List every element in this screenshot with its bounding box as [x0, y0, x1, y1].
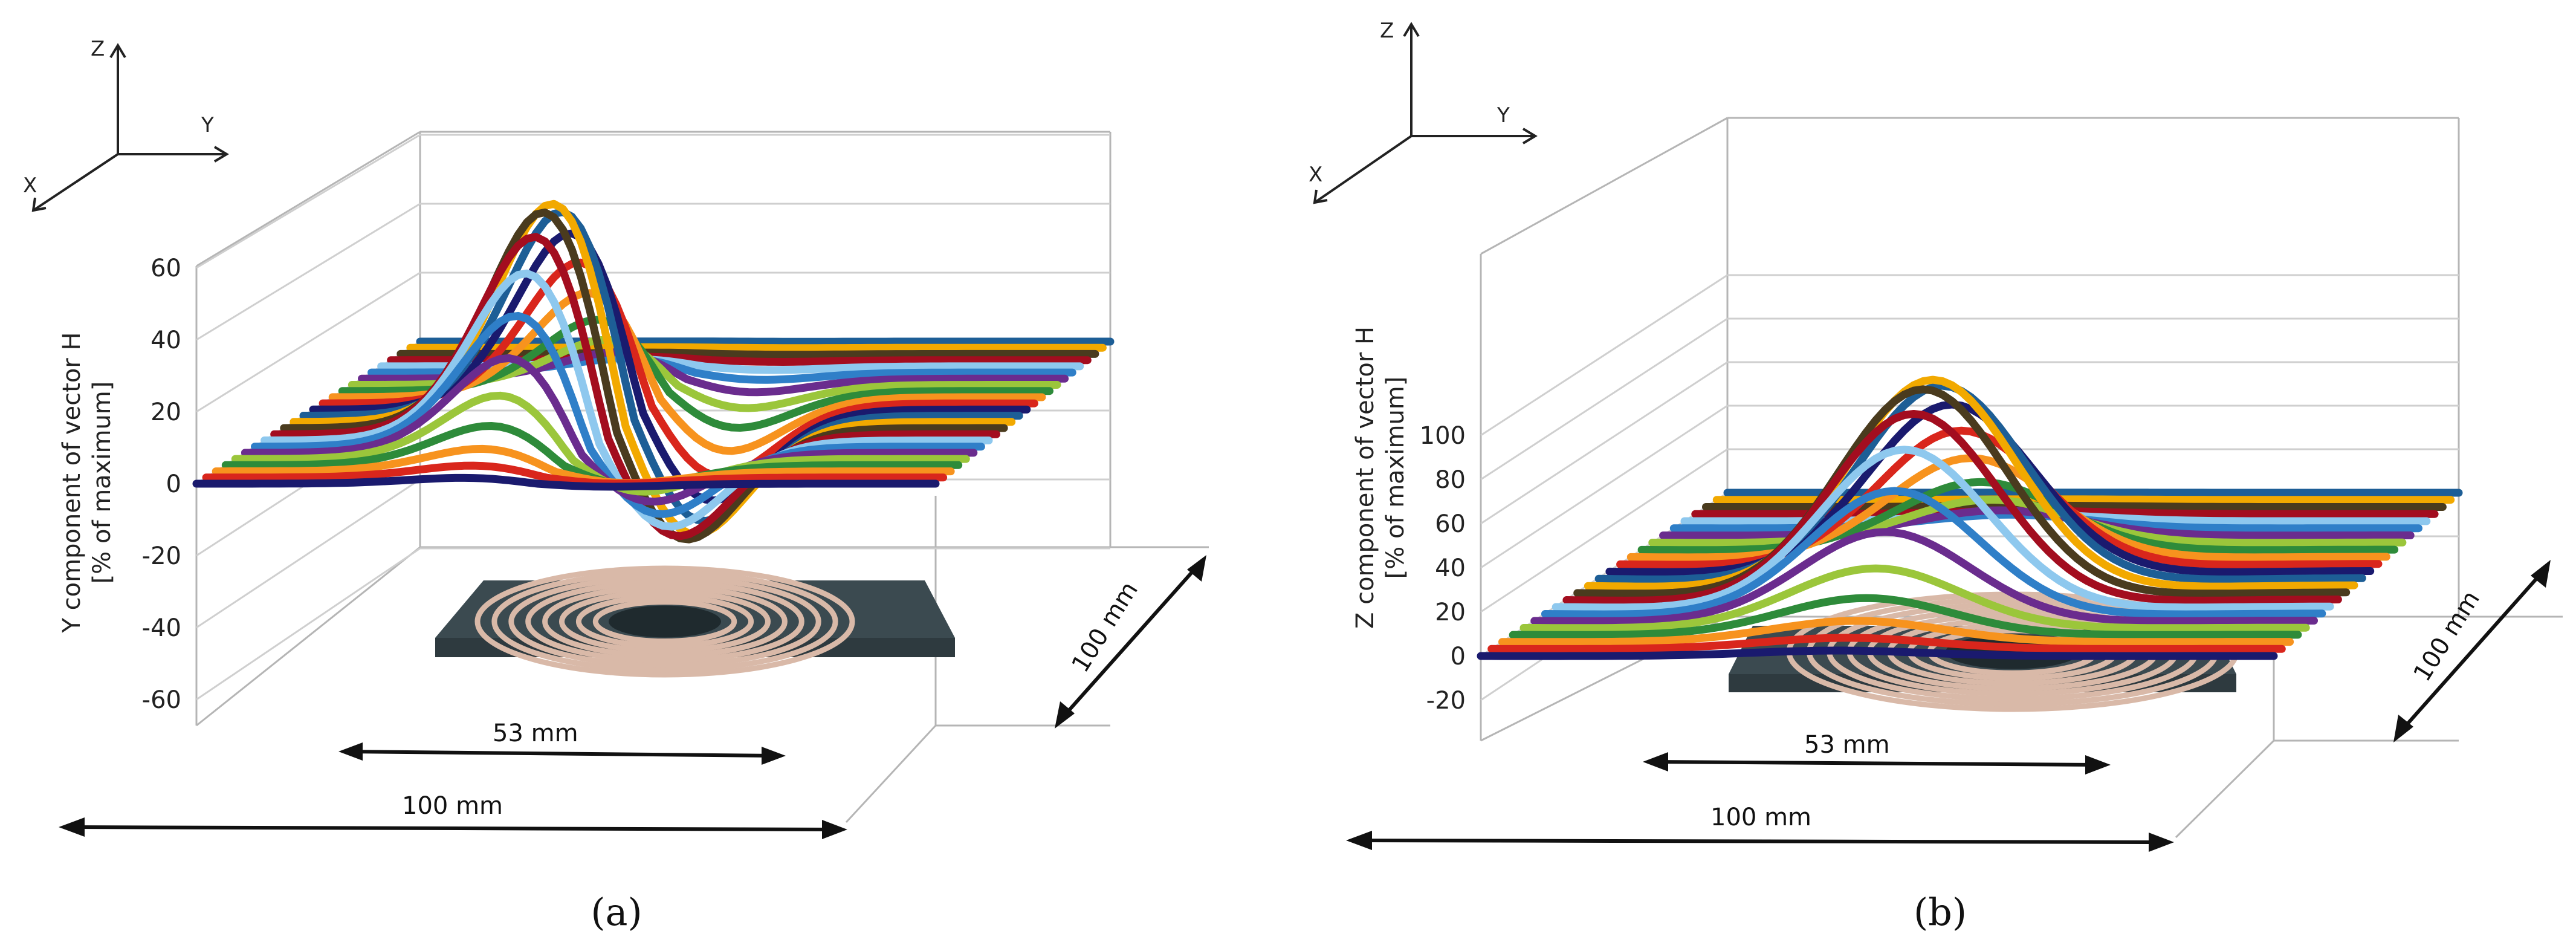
x-axis-label-a: X — [23, 174, 37, 198]
arrowhead — [1643, 752, 1668, 771]
grid-diagonal — [196, 479, 420, 628]
grid-diagonal — [1481, 319, 1727, 479]
z-tick-label: 60 — [150, 255, 181, 282]
y-axis-unit-a: [% of maximum] — [88, 382, 116, 584]
field-surface-a — [196, 204, 1110, 539]
grid-diagonal — [196, 204, 420, 340]
z-tick-label: 0 — [1451, 643, 1466, 671]
coil-center — [609, 606, 721, 638]
coil-width-label-a: 53 mm — [493, 719, 578, 747]
depth-label-a: 100 mm — [1066, 577, 1144, 677]
width-label-a: 100 mm — [402, 792, 503, 820]
x-axis-label-b: X — [1309, 163, 1322, 187]
panel-b: Z Y X 100 80 60 40 20 0 -20 — [1309, 19, 2563, 934]
z-tick-label: 60 — [1435, 510, 1466, 538]
depth-label-b: 100 mm — [2408, 586, 2485, 686]
y-axis-title-b: Z component of vector H — [1351, 326, 1379, 629]
depth-guides-b — [2176, 741, 2274, 837]
field-profile — [401, 352, 1095, 355]
coil-width-arrow-b — [1653, 762, 2100, 765]
arrowhead — [762, 747, 786, 765]
z-tick-label: -20 — [1426, 687, 1466, 715]
x-axis-arrow — [1315, 136, 1411, 203]
panel-a: Z Y X 60 40 20 0 -20 -40 -60 — [23, 37, 1209, 934]
coil-pad-a — [435, 568, 955, 675]
axis-indicator-a — [33, 45, 227, 210]
z-tick-label: 40 — [1435, 554, 1466, 582]
z-axis-label-b: Z — [1380, 19, 1394, 43]
x-axis-arrow — [33, 154, 118, 210]
z-ticks-a: 60 40 20 0 -20 -40 -60 — [142, 255, 181, 714]
z-tick-label: 20 — [1435, 599, 1466, 626]
z-tick-label: 0 — [166, 470, 181, 498]
z-tick-label: 80 — [1435, 466, 1466, 494]
z-tick-label: -20 — [142, 542, 181, 570]
z-tick-label: 40 — [150, 326, 181, 354]
z-tick-label: -40 — [142, 614, 181, 642]
width-arrow-b — [1357, 840, 2164, 842]
y-axis-label-b: Y — [1497, 103, 1510, 128]
arrowhead — [2149, 833, 2174, 852]
arrowhead — [338, 742, 363, 761]
caption-b: (b) — [1914, 890, 1967, 934]
coil-width-label-b: 53 mm — [1804, 731, 1890, 759]
arrowhead — [1346, 831, 1372, 850]
arrowhead — [1187, 555, 1206, 582]
field-surface-b — [1481, 380, 2459, 656]
coil-width-arrow-a — [348, 752, 777, 756]
caption-a: (a) — [591, 890, 642, 934]
z-ticks-b: 100 80 60 40 20 0 -20 — [1420, 422, 1466, 715]
grid-diagonal — [1481, 275, 1727, 435]
y-axis-unit-b: [% of maximum] — [1382, 377, 1409, 579]
y-axis-label-a: Y — [201, 113, 214, 137]
grid-diagonal — [1481, 362, 1727, 524]
arrowhead — [2085, 755, 2111, 775]
y-axis-title-a: Y component of vector H — [58, 332, 86, 633]
width-label-b: 100 mm — [1710, 804, 1811, 831]
arrowhead — [59, 817, 85, 837]
width-arrow-a — [70, 827, 837, 830]
z-tick-label: -60 — [142, 686, 181, 714]
z-axis-label-a: Z — [91, 37, 105, 61]
grid-diagonal — [196, 548, 420, 700]
grid-diagonal — [196, 135, 420, 268]
z-tick-label: 20 — [150, 398, 181, 426]
arrowhead — [822, 820, 847, 839]
z-tick-label: 100 — [1420, 422, 1466, 450]
